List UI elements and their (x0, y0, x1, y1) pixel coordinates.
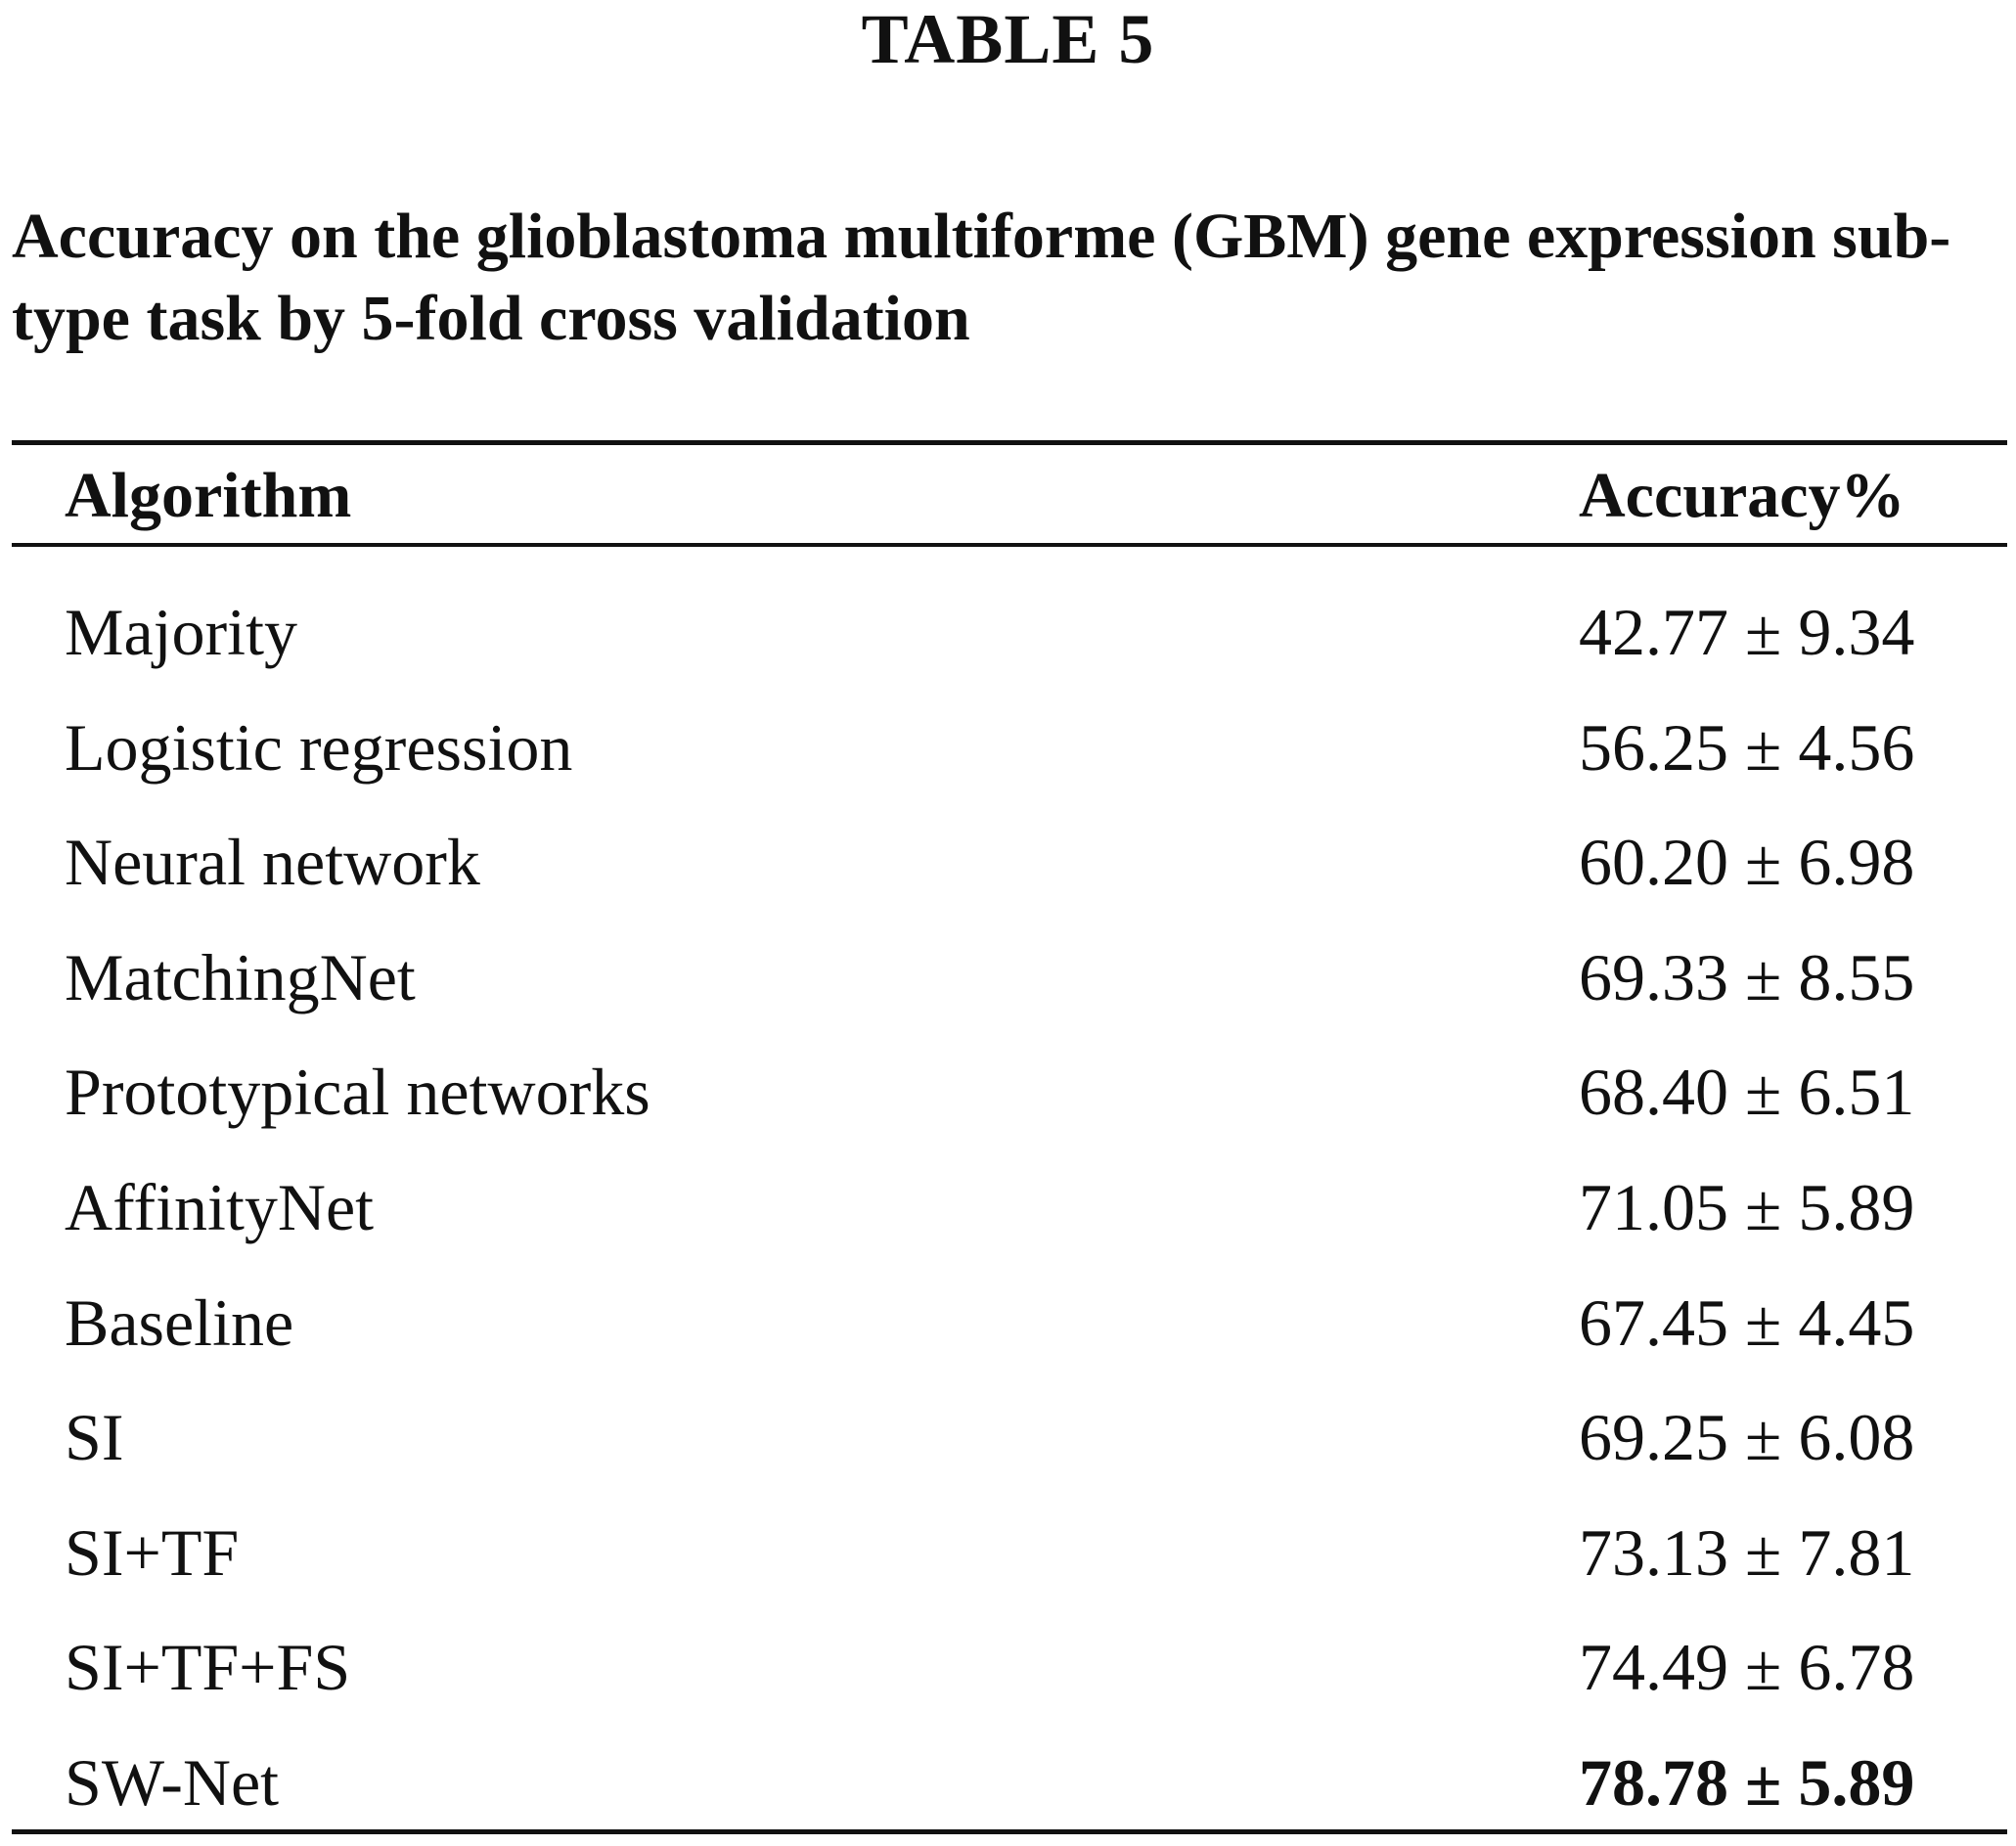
table-row: MatchingNet 69.33 ± 8.55 (0, 928, 2016, 1026)
header-rule (12, 543, 2007, 547)
accuracy-cell: 67.45 ± 4.45 (1579, 1284, 1915, 1360)
table-row: SI+TF+FS 74.49 ± 6.78 (0, 1618, 2016, 1716)
table-header-row: Algorithm Accuracy% (0, 452, 2016, 550)
algorithm-cell: MatchingNet (65, 939, 416, 1014)
table-caption: Accuracy on the glioblastoma multiforme … (12, 201, 1951, 354)
algorithm-cell: Prototypical networks (65, 1055, 650, 1130)
accuracy-cell: 73.13 ± 7.81 (1579, 1514, 1915, 1590)
algorithm-cell: Majority (65, 595, 297, 669)
algorithm-cell: SI+TF+FS (65, 1630, 351, 1705)
accuracy-cell: 68.40 ± 6.51 (1579, 1055, 1915, 1130)
algorithm-cell: AffinityNet (65, 1170, 375, 1244)
algorithm-cell: Baseline (65, 1284, 294, 1360)
algorithm-cell: SI (65, 1400, 124, 1475)
table-row: SW-Net 78.78 ± 5.89 (0, 1733, 2016, 1831)
accuracy-cell: 60.20 ± 6.98 (1579, 825, 1915, 900)
table-row: Majority 42.77 ± 9.34 (0, 583, 2016, 681)
column-header-accuracy: Accuracy% (1579, 460, 1905, 531)
table-row: Logistic regression 56.25 ± 4.56 (0, 698, 2016, 796)
table-row: Prototypical networks 68.40 ± 6.51 (0, 1043, 2016, 1141)
accuracy-cell: 69.25 ± 6.08 (1579, 1400, 1915, 1475)
table-row: SI 69.25 ± 6.08 (0, 1388, 2016, 1486)
algorithm-cell: Neural network (65, 825, 480, 900)
accuracy-cell: 56.25 ± 4.56 (1579, 709, 1915, 785)
accuracy-cell: 71.05 ± 5.89 (1579, 1170, 1915, 1244)
top-rule (12, 440, 2007, 445)
accuracy-cell: 42.77 ± 9.34 (1579, 595, 1915, 669)
algorithm-cell: Logistic regression (65, 709, 573, 785)
algorithm-cell: SW-Net (65, 1745, 280, 1820)
algorithm-cell: SI+TF (65, 1514, 240, 1590)
bottom-rule (12, 1829, 2007, 1834)
column-header-algorithm: Algorithm (65, 460, 352, 531)
table-row: SI+TF 73.13 ± 7.81 (0, 1504, 2016, 1601)
accuracy-cell: 69.33 ± 8.55 (1579, 939, 1915, 1014)
accuracy-cell: 78.78 ± 5.89 (1579, 1745, 1915, 1820)
table-label: TABLE 5 (861, 0, 1155, 78)
table-row: Neural network 60.20 ± 6.98 (0, 813, 2016, 911)
table-row: AffinityNet 71.05 ± 5.89 (0, 1158, 2016, 1256)
accuracy-cell: 74.49 ± 6.78 (1579, 1630, 1915, 1705)
table-row: Baseline 67.45 ± 4.45 (0, 1274, 2016, 1372)
